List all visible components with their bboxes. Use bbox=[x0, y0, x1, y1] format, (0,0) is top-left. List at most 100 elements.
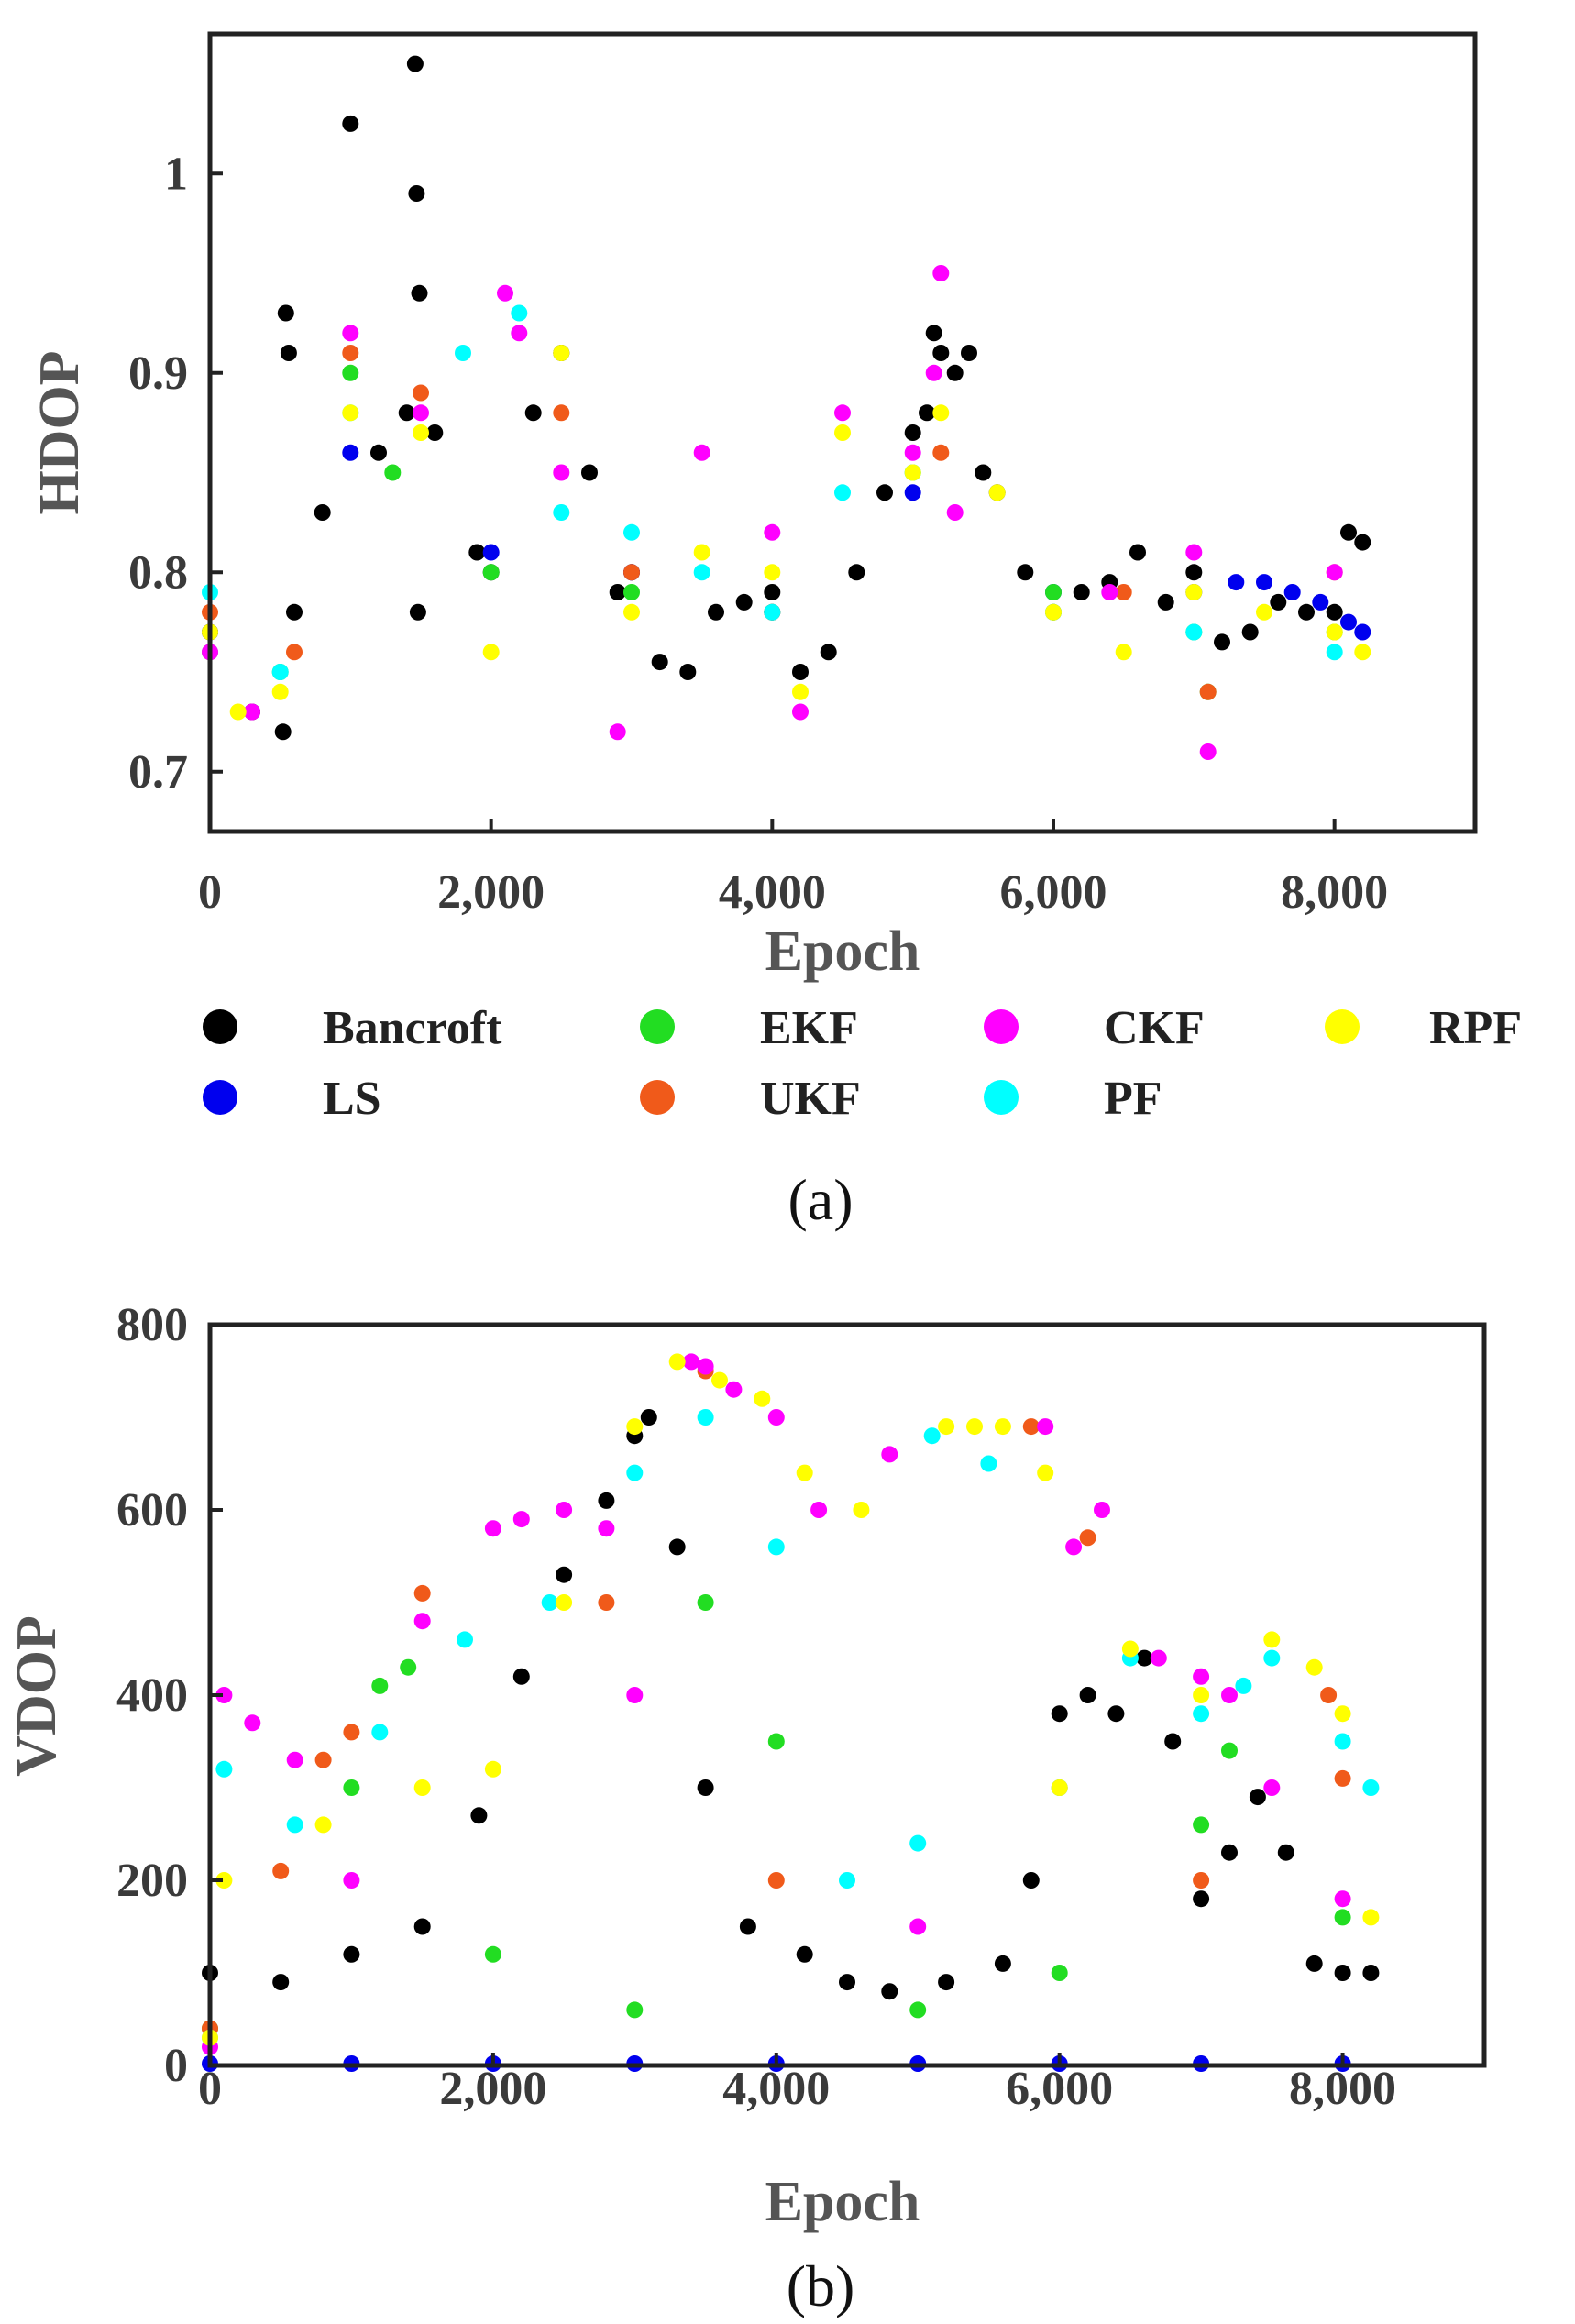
point-rpf bbox=[484, 1760, 501, 1778]
point-ls bbox=[904, 484, 921, 501]
point-bancroft bbox=[1185, 564, 1203, 581]
point-ekf bbox=[400, 1658, 417, 1676]
series-ukf bbox=[202, 1362, 1351, 2037]
panel-b-ylabel: VDOP bbox=[6, 1615, 68, 1777]
point-rpf bbox=[1334, 1705, 1351, 1723]
point-ckf bbox=[1065, 1538, 1083, 1556]
y-tick-label: 1 bbox=[164, 148, 188, 200]
point-bancroft bbox=[764, 584, 781, 600]
legend-marker bbox=[203, 1080, 237, 1115]
point-bancroft bbox=[314, 504, 331, 521]
point-ukf bbox=[413, 1584, 431, 1602]
point-pf bbox=[1235, 1677, 1252, 1694]
point-ls bbox=[482, 544, 500, 561]
point-bancroft bbox=[904, 424, 921, 441]
point-ckf bbox=[244, 1714, 261, 1732]
panel-a: 0 2,000 4,000 6,000 8,000 0.7 0.8 0.9 1 Epoch HD… bbox=[28, 31, 1478, 983]
series-rpf bbox=[202, 345, 1371, 721]
y-tick-label: 600 bbox=[116, 1484, 188, 1536]
point-rpf bbox=[904, 464, 921, 481]
point-ckf bbox=[413, 1613, 431, 1630]
point-bancroft bbox=[1107, 1705, 1125, 1723]
point-pf bbox=[764, 603, 781, 621]
point-bancroft bbox=[1214, 633, 1230, 651]
point-pf bbox=[1193, 1705, 1210, 1723]
legend-marker bbox=[1325, 1009, 1360, 1044]
point-rpf bbox=[938, 1418, 955, 1436]
point-rpf bbox=[342, 404, 359, 422]
point-rpf bbox=[1051, 1779, 1068, 1796]
point-ukf bbox=[413, 384, 429, 402]
point-rpf bbox=[966, 1418, 983, 1436]
point-pf bbox=[980, 1455, 997, 1472]
point-ckf bbox=[904, 444, 921, 461]
point-bancroft bbox=[556, 1566, 573, 1583]
point-bancroft bbox=[280, 345, 297, 361]
point-ekf bbox=[342, 364, 359, 381]
point-ckf bbox=[881, 1446, 898, 1463]
point-pf bbox=[767, 1538, 785, 1556]
point-bancroft bbox=[820, 644, 837, 661]
point-bancroft bbox=[277, 304, 294, 322]
x-tick-label: 8,000 bbox=[1289, 2063, 1396, 2115]
point-bancroft bbox=[975, 464, 992, 481]
legend-label: LS bbox=[323, 1073, 381, 1125]
point-ukf bbox=[343, 1724, 360, 1741]
point-ckf bbox=[1199, 743, 1217, 760]
point-ls bbox=[1228, 574, 1245, 591]
x-tick-label: 0 bbox=[198, 866, 222, 919]
point-pf bbox=[457, 1631, 473, 1648]
point-bancroft bbox=[342, 115, 359, 132]
point-pf bbox=[626, 1464, 644, 1481]
point-bancroft bbox=[735, 593, 753, 611]
point-rpf bbox=[1037, 1464, 1054, 1481]
point-ukf bbox=[286, 644, 303, 661]
point-ckf bbox=[1150, 1649, 1167, 1667]
series-ls bbox=[202, 444, 1371, 641]
point-ukf bbox=[598, 1594, 615, 1611]
point-bancroft bbox=[640, 1409, 657, 1426]
point-ukf bbox=[553, 404, 570, 422]
point-rpf bbox=[1185, 584, 1203, 600]
point-ckf bbox=[343, 1872, 360, 1889]
point-ckf bbox=[1326, 564, 1343, 581]
point-ekf bbox=[371, 1677, 389, 1694]
point-bancroft bbox=[413, 1918, 431, 1935]
x-tick-label: 4,000 bbox=[722, 2063, 830, 2115]
point-ckf bbox=[1263, 1779, 1281, 1796]
point-ckf bbox=[946, 504, 964, 521]
point-bancroft bbox=[792, 664, 809, 680]
point-rpf bbox=[1305, 1658, 1323, 1676]
point-bancroft bbox=[1249, 1789, 1266, 1806]
point-rpf bbox=[556, 1594, 573, 1611]
legend-marker bbox=[203, 1009, 237, 1044]
point-pf bbox=[1334, 1733, 1351, 1750]
legend-label: PF bbox=[1104, 1073, 1162, 1125]
point-ukf bbox=[1193, 1872, 1210, 1889]
point-pf bbox=[553, 504, 570, 521]
point-ls bbox=[1354, 623, 1371, 641]
point-ukf bbox=[1079, 1529, 1096, 1547]
point-rpf bbox=[623, 603, 640, 621]
point-bancroft bbox=[1022, 1872, 1040, 1889]
y-tick-label: 0 bbox=[164, 2040, 188, 2092]
point-bancroft bbox=[1326, 603, 1343, 621]
point-bancroft bbox=[408, 185, 425, 202]
point-bancroft bbox=[1334, 1965, 1351, 1981]
point-bancroft bbox=[739, 1918, 756, 1935]
point-ckf bbox=[1094, 1502, 1110, 1518]
point-ekf bbox=[1045, 584, 1062, 600]
point-rpf bbox=[1121, 1640, 1139, 1658]
panel-b-caption: (b) bbox=[787, 2253, 855, 2318]
point-rpf bbox=[413, 424, 429, 441]
point-ekf bbox=[1334, 1909, 1351, 1926]
point-ckf bbox=[626, 1687, 644, 1703]
point-bancroft bbox=[598, 1492, 615, 1509]
point-bancroft bbox=[876, 484, 893, 501]
series-bancroft bbox=[202, 55, 1371, 741]
point-bancroft bbox=[679, 664, 697, 680]
point-rpf bbox=[271, 683, 289, 700]
point-bancroft bbox=[1340, 523, 1357, 541]
x-tick-label: 2,000 bbox=[437, 866, 545, 919]
point-pf bbox=[839, 1872, 855, 1889]
